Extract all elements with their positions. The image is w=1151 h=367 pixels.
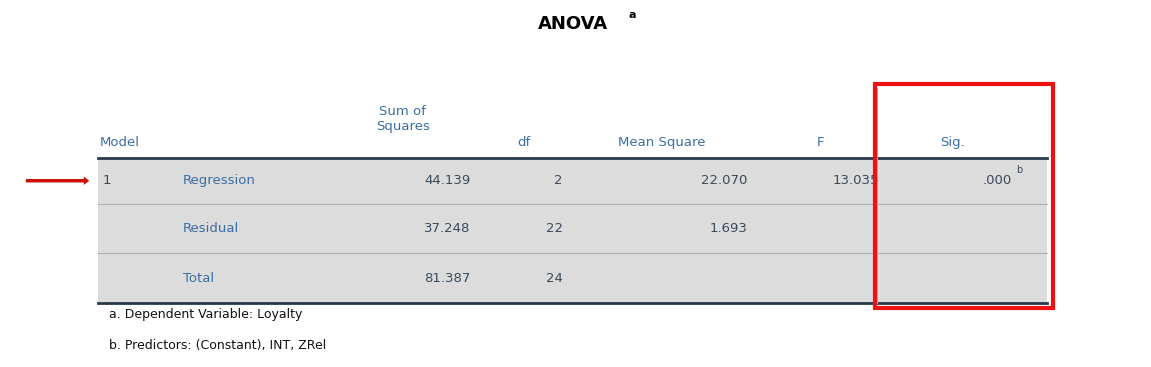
Text: Mean Square: Mean Square [618,136,706,149]
Bar [98,158,1047,303]
Text: 1.693: 1.693 [709,222,747,235]
Text: 44.139: 44.139 [425,174,471,187]
Text: .000: .000 [983,174,1012,187]
Text: b: b [1016,166,1022,175]
Text: 22: 22 [546,222,563,235]
Bar [875,84,1053,308]
Text: Regression: Regression [183,174,256,187]
Text: Total: Total [183,272,214,284]
Text: Sum of
Squares: Sum of Squares [376,105,429,133]
Text: Model: Model [100,136,140,149]
Text: 22.070: 22.070 [701,174,747,187]
Text: F: F [816,136,824,149]
Text: Residual: Residual [183,222,239,235]
Text: 81.387: 81.387 [425,272,471,284]
Text: 37.248: 37.248 [425,222,471,235]
Text: ANOVA: ANOVA [538,15,608,33]
Text: 24: 24 [546,272,563,284]
Text: 13.035: 13.035 [833,174,879,187]
Text: a: a [628,10,637,20]
Text: a. Dependent Variable: Loyalty: a. Dependent Variable: Loyalty [109,308,303,321]
Text: 1: 1 [102,174,110,187]
Text: 2: 2 [555,174,563,187]
Text: Sig.: Sig. [940,136,965,149]
Text: b. Predictors: (Constant), INT, ZRel: b. Predictors: (Constant), INT, ZRel [109,339,327,352]
Text: df: df [517,136,531,149]
